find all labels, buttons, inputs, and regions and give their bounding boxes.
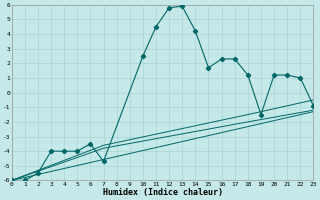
X-axis label: Humidex (Indice chaleur): Humidex (Indice chaleur) <box>103 188 223 197</box>
